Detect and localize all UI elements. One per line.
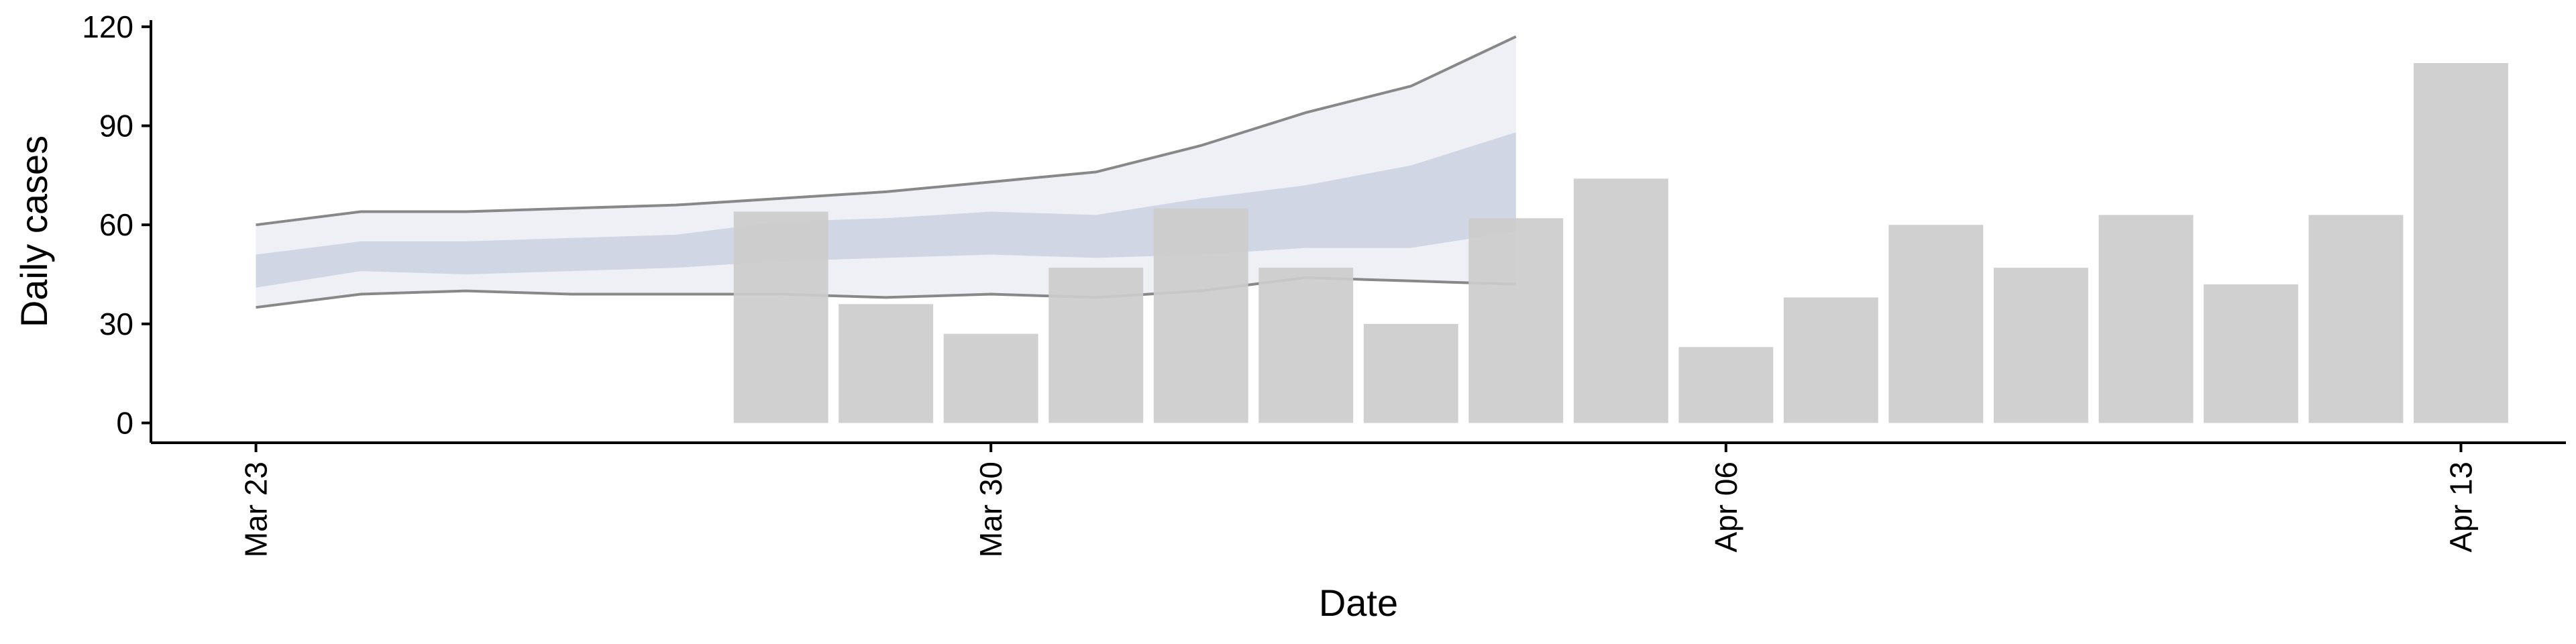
x-axis-title: Date: [1319, 582, 1398, 624]
bar-2020-04-07: [1783, 297, 1878, 423]
bar-2020-03-30: [943, 333, 1038, 423]
forecast-layer: [256, 35, 1517, 309]
y-tick-label: 0: [116, 405, 133, 440]
bar-2020-03-28: [733, 211, 828, 423]
bar-2020-04-09: [1994, 268, 2088, 423]
bar-2020-04-10: [2098, 215, 2194, 423]
x-ticks: Mar 23 Mar 30 Apr 06 Apr 13: [239, 443, 2479, 557]
x-tick-label: Mar 23: [239, 462, 274, 557]
x-tick-label: Apr 13: [2444, 462, 2479, 553]
bar-2020-04-13: [2414, 63, 2508, 423]
y-ticks: 0 30 60 90 120: [82, 9, 151, 440]
bar-2020-04-11: [2204, 284, 2298, 423]
y-tick-label: 120: [82, 9, 133, 44]
axes-layer: [150, 20, 2566, 444]
bar-2020-04-02: [1258, 268, 1354, 423]
bar-2020-04-06: [1678, 347, 1774, 423]
bar-2020-04-03: [1363, 323, 1458, 423]
bar-2020-04-04: [1468, 218, 1564, 423]
bars-layer: [733, 63, 2508, 423]
x-tick-label: Apr 06: [1709, 462, 1743, 553]
y-tick-label: 90: [99, 109, 133, 144]
y-axis-title: Daily cases: [13, 136, 55, 327]
y-tick-label: 60: [99, 207, 133, 242]
x-tick-label: Mar 30: [973, 462, 1008, 557]
forecast-upper-line: [256, 35, 1517, 227]
bar-2020-04-08: [1888, 225, 1984, 423]
bar-2020-04-12: [2308, 215, 2404, 423]
bar-2020-04-01: [1153, 208, 1248, 423]
bar-2020-04-05: [1573, 178, 1668, 423]
bar-2020-03-31: [1049, 268, 1144, 423]
y-tick-label: 30: [99, 307, 133, 341]
bar-2020-03-29: [839, 304, 934, 423]
